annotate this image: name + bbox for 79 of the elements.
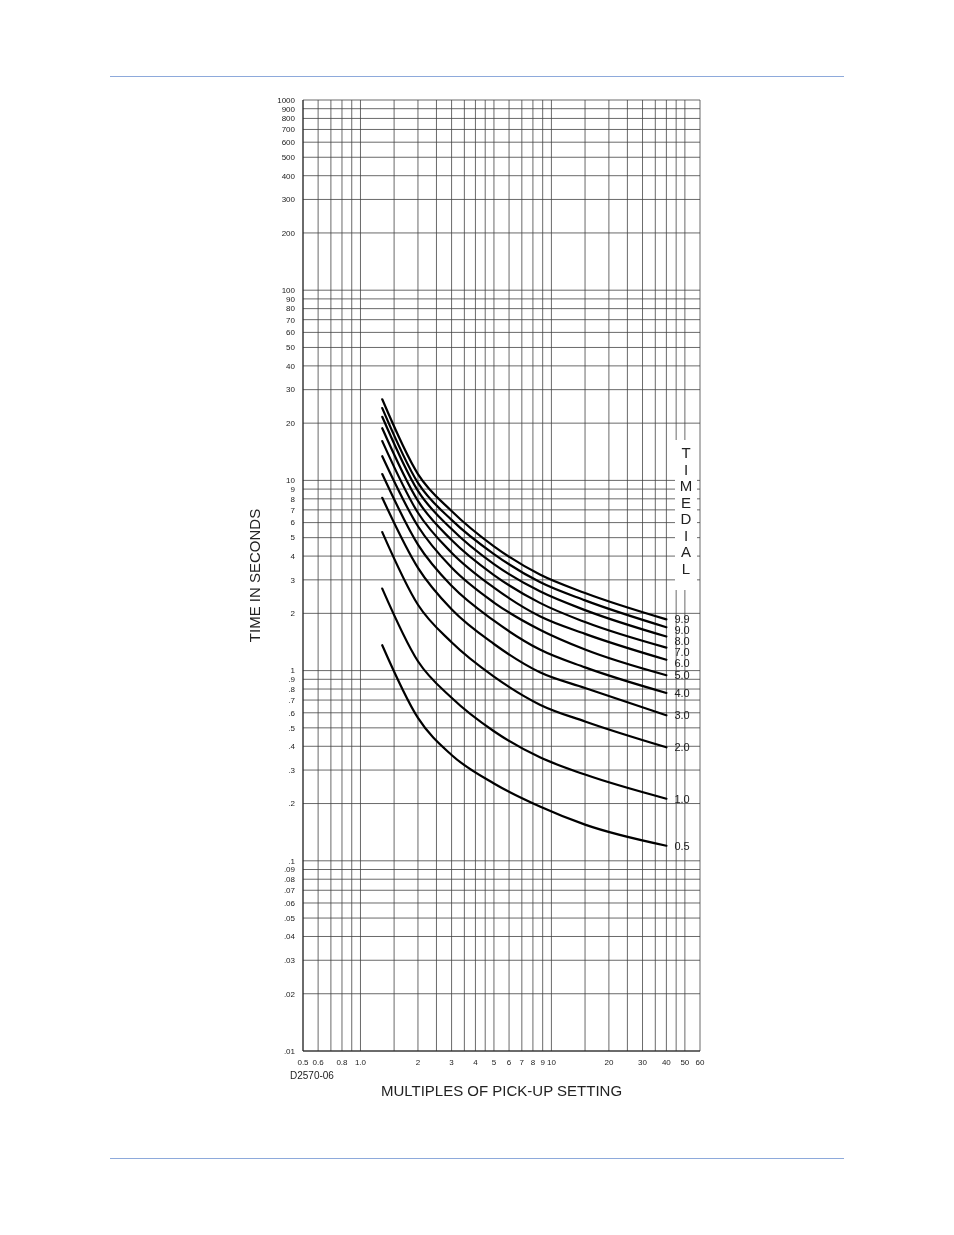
x-tick-label: 50: [680, 1057, 690, 1067]
x-tick-label: 1.0: [354, 1057, 367, 1067]
y-tick-label: 8: [290, 494, 296, 504]
y-tick-label: .3: [288, 765, 296, 775]
y-tick-label: 200: [281, 228, 296, 238]
series-label: 8.0: [674, 635, 690, 648]
series-label: 3.0: [674, 709, 690, 722]
series-label: 5.0: [674, 669, 690, 682]
x-tick-label: 60: [695, 1057, 705, 1067]
y-tick-label: .6: [288, 708, 296, 718]
y-tick-label: 5: [290, 533, 296, 543]
x-tick-label: 8: [530, 1057, 536, 1067]
y-tick-label: 600: [281, 138, 296, 148]
y-tick-label: .06: [283, 898, 296, 908]
series-label: 7.0: [674, 646, 690, 659]
y-tick-label: 50: [286, 343, 296, 353]
y-tick-label: 60: [286, 328, 296, 338]
y-tick-label: .1: [288, 856, 296, 866]
x-tick-label: 9: [540, 1057, 546, 1067]
y-tick-label: 20: [286, 418, 296, 428]
series-label: 6.0: [674, 657, 690, 670]
y-tick-label: .08: [283, 875, 296, 885]
series-label: 9.0: [674, 624, 690, 637]
y-tick-label: 4: [290, 551, 296, 561]
y-tick-label: 6: [290, 518, 296, 528]
x-tick-label: 0.8: [336, 1057, 349, 1067]
y-tick-label: .8: [288, 684, 296, 694]
y-tick-label: 40: [286, 361, 296, 371]
y-tick-label: 1: [290, 666, 296, 676]
y-tick-label: 700: [281, 125, 296, 135]
x-tick-label: 30: [638, 1057, 648, 1067]
y-tick-label: 1000: [277, 95, 296, 105]
y-tick-label: 400: [281, 171, 296, 181]
y-tick-label: 500: [281, 153, 296, 163]
y-tick-label: .01: [283, 1046, 296, 1056]
legend-title: TIME DIAL: [679, 444, 693, 577]
x-tick-label: 6: [506, 1057, 512, 1067]
x-tick-label: 20: [604, 1057, 614, 1067]
x-tick-label: 3: [449, 1057, 455, 1067]
series-label: 0.5: [674, 839, 690, 852]
y-tick-label: .7: [288, 695, 296, 705]
y-tick-label: 300: [281, 195, 296, 205]
x-tick-label: 4: [473, 1057, 479, 1067]
y-tick-label: 2: [290, 609, 296, 619]
y-tick-label: 900: [281, 104, 296, 114]
series-label: 2.0: [674, 741, 690, 754]
y-tick-label: .07: [283, 886, 296, 896]
y-tick-label: 10: [286, 476, 296, 486]
y-tick-label: 3: [290, 575, 296, 585]
x-tick-label: 10: [546, 1057, 557, 1067]
y-tick-label: 70: [286, 315, 296, 325]
y-tick-label: 80: [286, 304, 296, 314]
x-axis-title: MULTIPLES OF PICK-UP SETTING: [380, 1082, 623, 1099]
y-tick-label: .09: [283, 865, 296, 875]
y-tick-label: .04: [283, 932, 296, 942]
y-tick-label: 90: [286, 294, 296, 304]
y-tick-label: .03: [283, 956, 296, 966]
x-tick-label: 40: [661, 1057, 672, 1067]
y-tick-label: 9: [290, 484, 296, 494]
y-tick-label: .5: [288, 723, 296, 733]
x-tick-label: 5: [491, 1057, 497, 1067]
y-tick-label: .2: [288, 799, 296, 809]
y-tick-label: 100: [281, 286, 296, 296]
y-tick-label: .05: [283, 913, 296, 923]
y-tick-label: 30: [286, 385, 296, 395]
y-tick-label: .9: [288, 675, 296, 685]
y-tick-label: .02: [283, 989, 296, 999]
y-tick-label: .4: [288, 742, 296, 752]
y-tick-label: 7: [290, 505, 296, 515]
series-label: 9.9: [674, 613, 690, 626]
x-tick-label: 2: [415, 1057, 421, 1067]
y-axis-title: TIME IN SECONDS: [246, 508, 264, 643]
series-label: 4.0: [674, 686, 690, 699]
x-tick-label: 0.5: [297, 1057, 310, 1067]
x-tick-label: 0.6: [312, 1057, 325, 1067]
y-tick-label: 800: [281, 114, 296, 124]
x-tick-label: 7: [519, 1057, 525, 1067]
text: D2570-06: [290, 1070, 334, 1081]
series-label: 1.0: [674, 792, 690, 805]
